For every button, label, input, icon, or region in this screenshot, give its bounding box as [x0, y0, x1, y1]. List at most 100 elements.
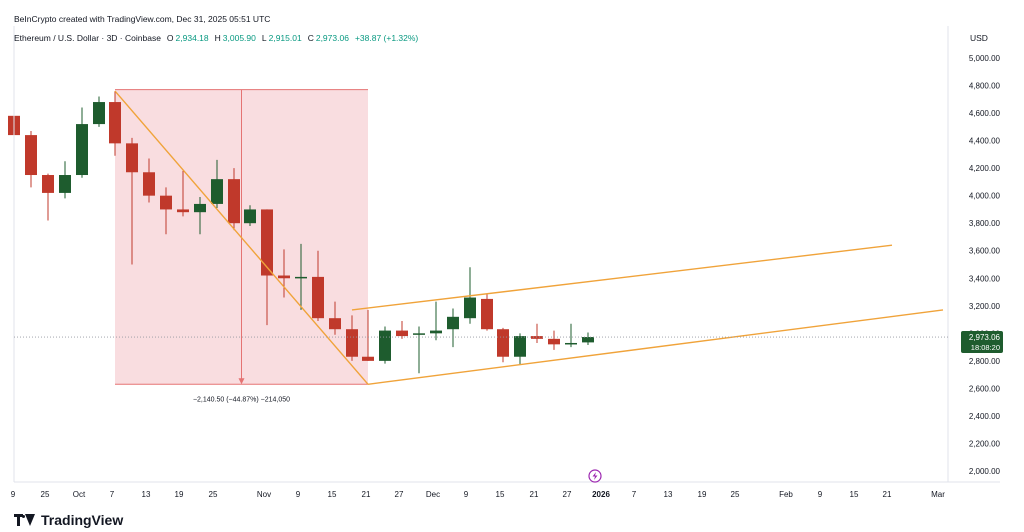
candle-32[interactable] — [548, 330, 560, 350]
candle-body — [514, 336, 526, 357]
tradingview-logo-icon — [14, 514, 36, 526]
candle-1[interactable] — [25, 130, 37, 188]
candle-body — [565, 342, 577, 345]
candle-body — [160, 195, 172, 210]
symbol-label[interactable]: Ethereum / U.S. Dollar · 3D · Coinbase — [14, 33, 161, 43]
candle-body — [548, 338, 560, 345]
candle-9[interactable] — [160, 187, 172, 235]
close-value: 2,973.06 — [315, 33, 349, 43]
x-tick-label: 25 — [41, 490, 50, 499]
candle-body — [177, 209, 189, 213]
measure-arrow-icon — [238, 378, 245, 385]
x-tick-label: 15 — [496, 490, 505, 499]
open-key: O — [166, 33, 174, 43]
x-tick-label: 9 — [11, 490, 16, 499]
x-tick-label: 27 — [395, 490, 404, 499]
brand-name: TradingView — [41, 512, 124, 528]
y-tick-label: 4,000.00 — [969, 192, 1001, 201]
candle-22[interactable] — [379, 326, 391, 364]
x-tick-label: 13 — [664, 490, 673, 499]
candle-3[interactable] — [59, 161, 71, 199]
candle-4[interactable] — [76, 107, 88, 178]
x-tick-label: 19 — [175, 490, 184, 499]
candle-16[interactable] — [278, 249, 290, 298]
currency-unit: USD — [970, 33, 988, 43]
y-tick-label: 2,400.00 — [969, 412, 1001, 421]
candle-7[interactable] — [126, 137, 138, 265]
candle-body — [329, 318, 341, 330]
candle-20[interactable] — [346, 315, 358, 361]
y-tick-label: 3,800.00 — [969, 219, 1001, 228]
price-tag-value: 2,973.06 — [969, 333, 1001, 342]
candle-body — [76, 124, 88, 176]
candle-body — [346, 329, 358, 357]
candle-23[interactable] — [396, 320, 408, 339]
trend-line-2[interactable] — [367, 309, 944, 385]
candle-25[interactable] — [430, 301, 442, 341]
candle-body — [447, 316, 459, 330]
candle-body — [481, 298, 493, 330]
y-tick-label: 2,000.00 — [969, 467, 1001, 476]
x-tick-label: Nov — [257, 490, 271, 499]
candle-body — [261, 209, 273, 276]
candle-18[interactable] — [312, 250, 324, 321]
x-tick-label: 21 — [530, 490, 539, 499]
candle-body — [143, 172, 155, 196]
candle-body — [278, 275, 290, 279]
candle-26[interactable] — [447, 308, 459, 348]
candle-body — [379, 330, 391, 361]
candle-13[interactable] — [228, 168, 240, 231]
measure-label: −2,140.50 (−44.87%) −214,050 — [193, 396, 290, 403]
y-tick-label: 2,600.00 — [969, 384, 1001, 393]
candle-body — [244, 209, 256, 224]
candle-body — [312, 276, 324, 319]
event-lightning-icon[interactable] — [588, 469, 602, 483]
candle-body — [93, 102, 105, 125]
candle-body — [413, 333, 425, 335]
candle-31[interactable] — [531, 323, 543, 343]
trend-line-0[interactable] — [114, 90, 369, 385]
x-tick-label: 21 — [883, 490, 892, 499]
x-tick-label: 27 — [563, 490, 572, 499]
tradingview-brand[interactable]: TradingView — [14, 512, 123, 528]
candle-17[interactable] — [295, 243, 307, 310]
candle-body — [42, 175, 54, 193]
x-tick-label: 21 — [362, 490, 371, 499]
candle-body — [228, 179, 240, 224]
x-tick-label: 7 — [110, 490, 115, 499]
candle-28[interactable] — [481, 293, 493, 331]
y-tick-label: 3,200.00 — [969, 302, 1001, 311]
candle-2[interactable] — [42, 173, 54, 221]
x-tick-label: Dec — [426, 490, 440, 499]
candle-19[interactable] — [329, 301, 341, 335]
y-tick-label: 5,000.00 — [969, 54, 1001, 63]
candle-body — [396, 330, 408, 337]
close-key: C — [307, 33, 314, 43]
y-tick-label: 4,600.00 — [969, 109, 1001, 118]
high-key: H — [214, 33, 221, 43]
candle-34[interactable] — [582, 332, 594, 346]
candle-24[interactable] — [413, 326, 425, 374]
candle-body — [25, 135, 37, 176]
candle-21[interactable] — [362, 309, 374, 361]
trend-line-1[interactable] — [351, 244, 893, 311]
candle-10[interactable] — [177, 170, 189, 217]
candle-29[interactable] — [497, 327, 509, 363]
x-tick-label: 9 — [464, 490, 469, 499]
candle-11[interactable] — [194, 197, 206, 235]
candle-12[interactable] — [211, 159, 223, 209]
candle-body — [126, 143, 138, 173]
candle-8[interactable] — [143, 158, 155, 203]
x-tick-label: 9 — [296, 490, 301, 499]
candle-body — [295, 276, 307, 279]
x-tick-label: 7 — [632, 490, 637, 499]
candle-body — [59, 175, 71, 193]
candle-5[interactable] — [93, 96, 105, 127]
candle-33[interactable] — [565, 323, 577, 348]
candle-6[interactable] — [109, 91, 121, 156]
candle-14[interactable] — [244, 205, 256, 226]
candle-body — [194, 203, 206, 213]
candle-30[interactable] — [514, 333, 526, 365]
